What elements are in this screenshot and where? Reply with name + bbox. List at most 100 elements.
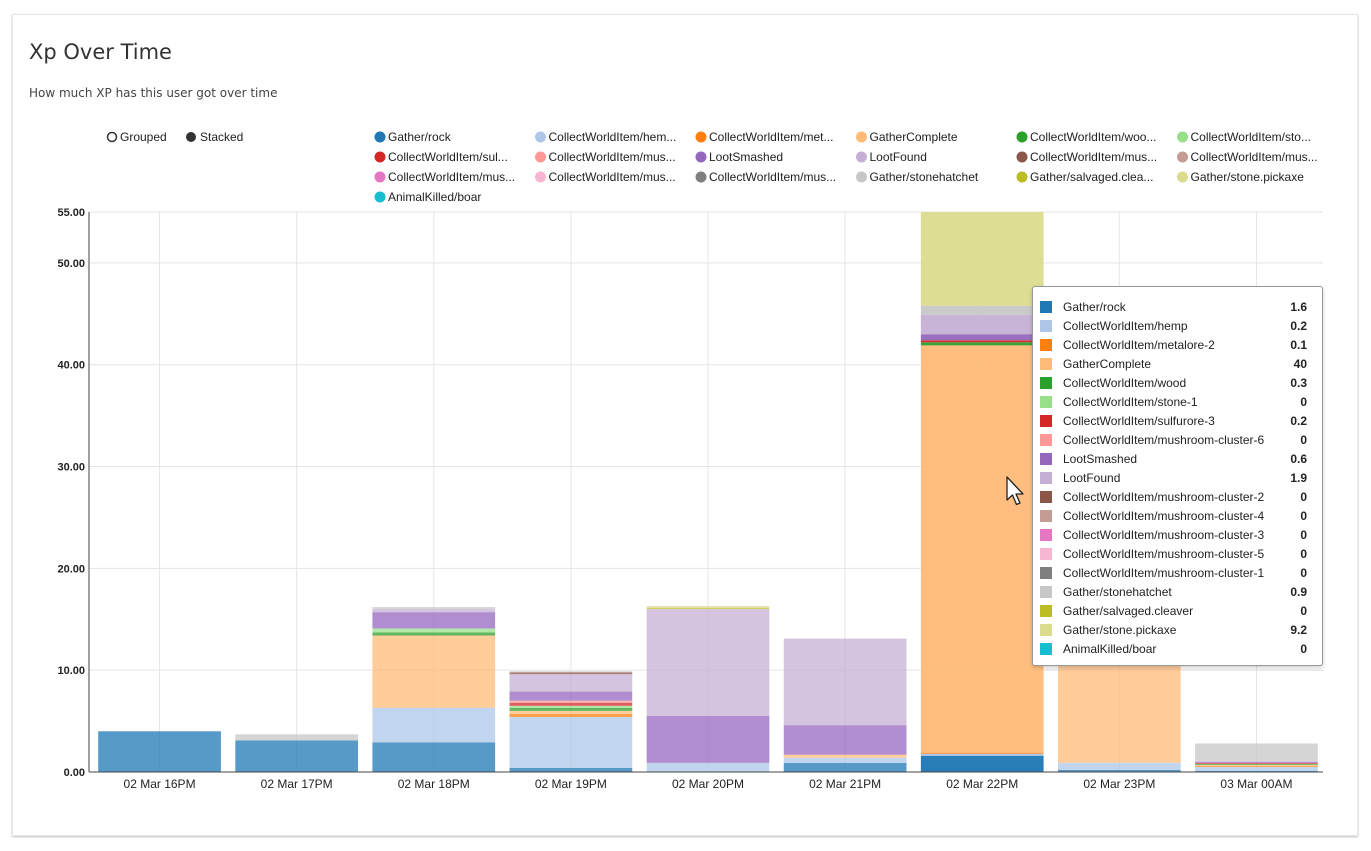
legend-item[interactable]: CollectWorldItem/sto... bbox=[1177, 130, 1311, 144]
bar-stack[interactable] bbox=[98, 731, 221, 772]
bar-segment[interactable] bbox=[783, 762, 907, 772]
bar-segment[interactable] bbox=[646, 716, 770, 763]
tooltip-value: 0 bbox=[1300, 394, 1307, 409]
bar-segment[interactable] bbox=[372, 609, 496, 613]
bar-segment[interactable] bbox=[920, 334, 1044, 341]
bar-segment[interactable] bbox=[509, 671, 633, 673]
bar-segment[interactable] bbox=[372, 612, 496, 629]
legend-item[interactable]: LootFound bbox=[856, 150, 927, 164]
legend-item[interactable]: CollectWorldItem/sul... bbox=[374, 150, 508, 164]
legend-item[interactable]: Gather/stonehatchet bbox=[856, 170, 979, 184]
bar-segment[interactable] bbox=[98, 731, 221, 772]
bar-segment[interactable] bbox=[372, 707, 496, 743]
tooltip-value: 0.2 bbox=[1290, 413, 1307, 428]
bar-segment[interactable] bbox=[1195, 765, 1318, 767]
bar-segment[interactable] bbox=[509, 672, 633, 675]
bar-segment[interactable] bbox=[509, 700, 633, 703]
bar-segment[interactable] bbox=[783, 757, 907, 763]
tooltip-row: CollectWorldItem/metalore-2 0.1 bbox=[1040, 335, 1307, 354]
legend-item[interactable]: GatherComplete bbox=[856, 130, 958, 144]
bar-segment[interactable] bbox=[509, 691, 633, 701]
bar-segment[interactable] bbox=[1057, 652, 1181, 763]
legend-label: CollectWorldItem/mus... bbox=[549, 170, 676, 184]
bar-segment[interactable] bbox=[1195, 770, 1318, 772]
legend-item[interactable]: LootSmashed bbox=[695, 150, 784, 164]
bar-segment[interactable] bbox=[509, 707, 633, 711]
bar-segment[interactable] bbox=[372, 607, 496, 610]
legend-item[interactable]: Gather/salvaged.clea... bbox=[1016, 170, 1154, 184]
bar-segment[interactable] bbox=[509, 674, 633, 692]
bar-segment[interactable] bbox=[1195, 743, 1318, 761]
bar-segment[interactable] bbox=[235, 734, 359, 741]
bar-segment[interactable] bbox=[920, 752, 1044, 754]
bar-segment[interactable] bbox=[1057, 762, 1181, 770]
bar-segment[interactable] bbox=[783, 725, 907, 755]
bar-segment[interactable] bbox=[920, 345, 1044, 753]
legend-label: CollectWorldItem/mus... bbox=[1030, 150, 1157, 164]
bar-segment[interactable] bbox=[372, 632, 496, 636]
legend-label: AnimalKilled/boar bbox=[388, 190, 481, 204]
bar-segment[interactable] bbox=[1195, 761, 1318, 763]
tooltip-swatch-icon bbox=[1040, 319, 1052, 332]
bar-segment[interactable] bbox=[920, 305, 1044, 315]
bar-segment[interactable] bbox=[920, 314, 1044, 335]
legend-label: CollectWorldItem/mus... bbox=[388, 170, 515, 184]
legend-item[interactable]: CollectWorldItem/mus... bbox=[535, 150, 676, 164]
bar-segment[interactable] bbox=[1195, 764, 1318, 766]
bar-segment[interactable] bbox=[509, 702, 633, 706]
bar-stack[interactable] bbox=[1195, 743, 1318, 772]
bar-segment[interactable] bbox=[783, 638, 907, 726]
bar-segment[interactable] bbox=[646, 606, 770, 609]
bar-segment[interactable] bbox=[235, 740, 359, 772]
bar-segment[interactable] bbox=[646, 609, 770, 716]
bar-segment[interactable] bbox=[509, 705, 633, 708]
bar-segment[interactable] bbox=[372, 635, 496, 708]
x-tick-label: 02 Mar 20PM bbox=[672, 777, 744, 791]
bar-segment[interactable] bbox=[509, 767, 633, 772]
tooltip-value: 0 bbox=[1300, 565, 1307, 580]
bar-segment[interactable] bbox=[920, 755, 1044, 772]
legend-item[interactable]: CollectWorldItem/woo... bbox=[1016, 130, 1157, 144]
stacked-toggle[interactable]: Stacked bbox=[186, 130, 243, 144]
bar-segment[interactable] bbox=[646, 762, 770, 772]
bar-segment[interactable] bbox=[920, 342, 1044, 346]
bar-segment[interactable] bbox=[372, 628, 496, 633]
bar-segment[interactable] bbox=[920, 212, 1044, 306]
bar-segment[interactable] bbox=[1195, 766, 1318, 771]
legend-item[interactable]: AnimalKilled/boar bbox=[374, 190, 482, 204]
bar-segment[interactable] bbox=[509, 713, 633, 718]
legend-item[interactable]: CollectWorldItem/mus... bbox=[374, 170, 516, 184]
bar-segment[interactable] bbox=[372, 742, 496, 772]
legend-item[interactable]: CollectWorldItem/mus... bbox=[535, 170, 676, 184]
bar-segment[interactable] bbox=[783, 754, 907, 758]
bar-segment[interactable] bbox=[509, 717, 633, 768]
legend-item[interactable]: Gather/stone.pickaxe bbox=[1177, 170, 1304, 184]
legend-item[interactable]: CollectWorldItem/mus... bbox=[1177, 150, 1318, 164]
bar-segment[interactable] bbox=[509, 710, 633, 714]
legend-swatch-icon bbox=[535, 131, 546, 143]
legend-swatch-icon bbox=[374, 131, 386, 143]
bar-segment[interactable] bbox=[920, 753, 1044, 756]
bar-stack[interactable] bbox=[372, 607, 496, 772]
legend-item[interactable]: CollectWorldItem/hem... bbox=[535, 130, 676, 144]
bar-stack[interactable] bbox=[920, 212, 1044, 772]
y-tick-label: 30.00 bbox=[57, 462, 85, 474]
legend-item[interactable]: CollectWorldItem/met... bbox=[695, 130, 834, 144]
legend-item[interactable]: CollectWorldItem/mus... bbox=[695, 170, 837, 184]
tooltip-value: 0 bbox=[1300, 641, 1307, 656]
bar-segment[interactable] bbox=[1057, 769, 1181, 772]
grouped-toggle[interactable]: Grouped bbox=[106, 130, 167, 144]
bar-stack[interactable] bbox=[783, 638, 907, 772]
bar-stack[interactable] bbox=[1057, 650, 1181, 772]
legend-item[interactable]: Gather/rock bbox=[374, 130, 452, 144]
legend-item[interactable]: CollectWorldItem/mus... bbox=[1016, 150, 1158, 164]
bar-stack[interactable] bbox=[509, 671, 633, 772]
grouped-label: Grouped bbox=[120, 130, 167, 144]
bar-segment[interactable] bbox=[646, 608, 770, 610]
bar-stack[interactable] bbox=[646, 606, 770, 772]
bar-segment[interactable] bbox=[1195, 763, 1318, 765]
bar-segment[interactable] bbox=[1195, 762, 1318, 764]
bar-segment[interactable] bbox=[920, 340, 1044, 343]
bar-stack[interactable] bbox=[235, 734, 359, 772]
bar-segment[interactable] bbox=[1195, 760, 1318, 762]
